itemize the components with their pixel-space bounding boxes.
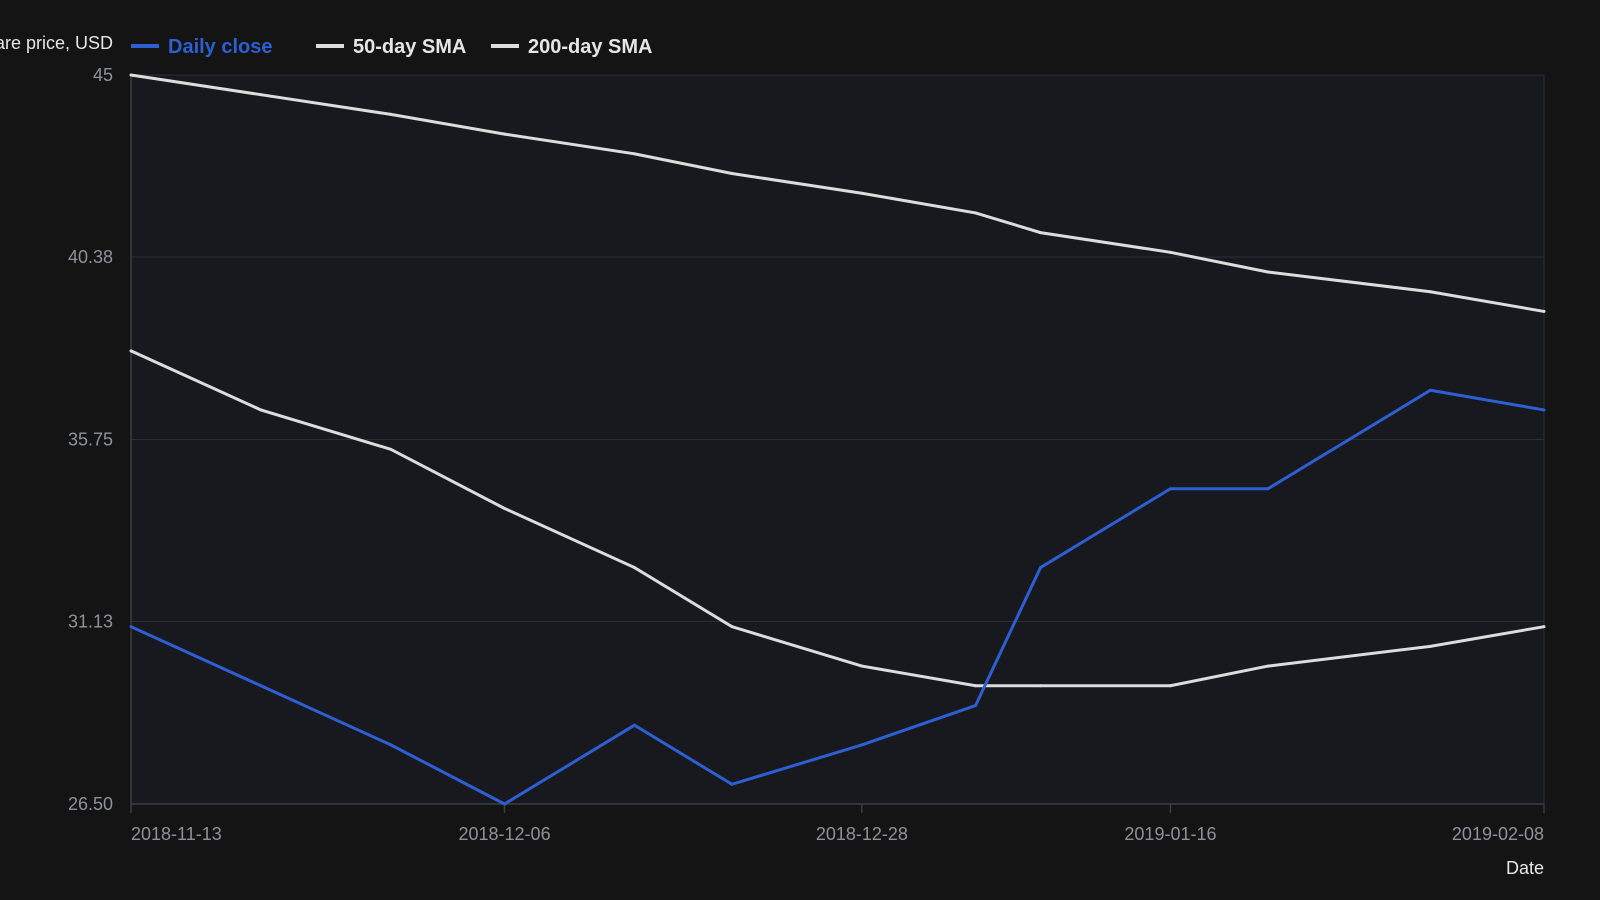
data-point: [860, 664, 864, 668]
data-point: [1039, 684, 1043, 688]
data-point: [1168, 684, 1172, 688]
data-point: [632, 723, 636, 727]
data-point: [1428, 290, 1432, 294]
data-point: [129, 349, 133, 353]
data-point: [1428, 388, 1432, 392]
data-point: [503, 132, 507, 136]
data-point: [259, 408, 263, 412]
data-point: [503, 802, 507, 806]
legend-label: 200-day SMA: [528, 36, 653, 58]
data-point: [632, 152, 636, 156]
data-point: [974, 703, 978, 707]
x-tick-label: 2018-11-13: [131, 824, 222, 844]
legend: Daily close 50-day SMA 200-day SMA: [131, 36, 653, 58]
data-point: [860, 743, 864, 747]
legend-label: 50-day SMA: [353, 36, 466, 58]
data-point: [730, 172, 734, 176]
x-tick-label: 2018-12-28: [816, 824, 908, 844]
x-tick-label: 2019-02-08: [1452, 824, 1544, 844]
y-axis-title: Share price, USD: [0, 33, 113, 53]
data-point: [632, 566, 636, 570]
y-tick-label: 35.75: [68, 430, 113, 450]
data-point: [1266, 270, 1270, 274]
data-point: [503, 506, 507, 510]
data-point: [389, 743, 393, 747]
y-tick-label: 45: [93, 65, 113, 85]
data-point: [389, 112, 393, 116]
data-point: [1542, 625, 1546, 629]
x-tick-label: 2018-12-06: [459, 824, 551, 844]
y-tick-label: 31.13: [68, 612, 113, 632]
data-point: [389, 447, 393, 451]
y-tick-label: 26.50: [68, 794, 113, 814]
data-point: [730, 782, 734, 786]
x-tick-label: 2019-01-16: [1124, 824, 1216, 844]
data-point: [730, 625, 734, 629]
data-point: [259, 93, 263, 97]
data-point: [1542, 309, 1546, 313]
data-point: [974, 211, 978, 215]
data-point: [1039, 231, 1043, 235]
data-point: [1542, 408, 1546, 412]
data-point: [1266, 664, 1270, 668]
data-point: [259, 684, 263, 688]
data-point: [860, 191, 864, 195]
series-lines: [129, 73, 1546, 806]
x-axis-title: Date: [1506, 858, 1544, 878]
data-point: [1168, 487, 1172, 491]
legend-label: Daily close: [168, 36, 273, 58]
data-point: [129, 73, 133, 77]
axes: 45 40.38 35.75 31.13 26.50 2018-11-13 2018-12-…: [68, 65, 1545, 844]
data-point: [1039, 566, 1043, 570]
data-point: [974, 684, 978, 688]
y-tick-label: 40.38: [68, 247, 113, 267]
data-point: [1428, 644, 1432, 648]
data-point: [129, 625, 133, 629]
data-point: [1266, 487, 1270, 491]
data-point: [1168, 250, 1172, 254]
